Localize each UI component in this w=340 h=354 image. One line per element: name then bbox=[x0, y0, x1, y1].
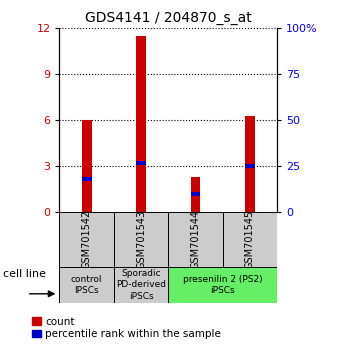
Text: cell line: cell line bbox=[3, 269, 46, 279]
Bar bbox=[59, 212, 114, 267]
Bar bbox=[245, 116, 255, 212]
Bar bbox=[136, 161, 146, 165]
Text: presenilin 2 (PS2)
iPSCs: presenilin 2 (PS2) iPSCs bbox=[183, 275, 262, 295]
Bar bbox=[245, 165, 255, 168]
Text: GSM701543: GSM701543 bbox=[136, 210, 146, 269]
Text: GSM701545: GSM701545 bbox=[245, 210, 255, 269]
Text: GSM701544: GSM701544 bbox=[190, 210, 201, 269]
Bar bbox=[82, 177, 91, 181]
Bar bbox=[191, 177, 200, 212]
Bar bbox=[168, 267, 277, 303]
Text: control
IPSCs: control IPSCs bbox=[71, 275, 102, 295]
Bar bbox=[223, 212, 277, 267]
Text: Sporadic
PD-derived
iPSCs: Sporadic PD-derived iPSCs bbox=[116, 269, 166, 301]
Text: GSM701542: GSM701542 bbox=[82, 210, 92, 269]
Bar bbox=[59, 267, 114, 303]
Bar bbox=[168, 212, 223, 267]
Bar bbox=[136, 36, 146, 212]
Bar bbox=[82, 120, 91, 212]
Legend: count, percentile rank within the sample: count, percentile rank within the sample bbox=[32, 317, 221, 339]
Bar bbox=[191, 192, 200, 196]
Bar bbox=[114, 212, 168, 267]
Bar bbox=[114, 267, 168, 303]
Title: GDS4141 / 204870_s_at: GDS4141 / 204870_s_at bbox=[85, 11, 252, 24]
